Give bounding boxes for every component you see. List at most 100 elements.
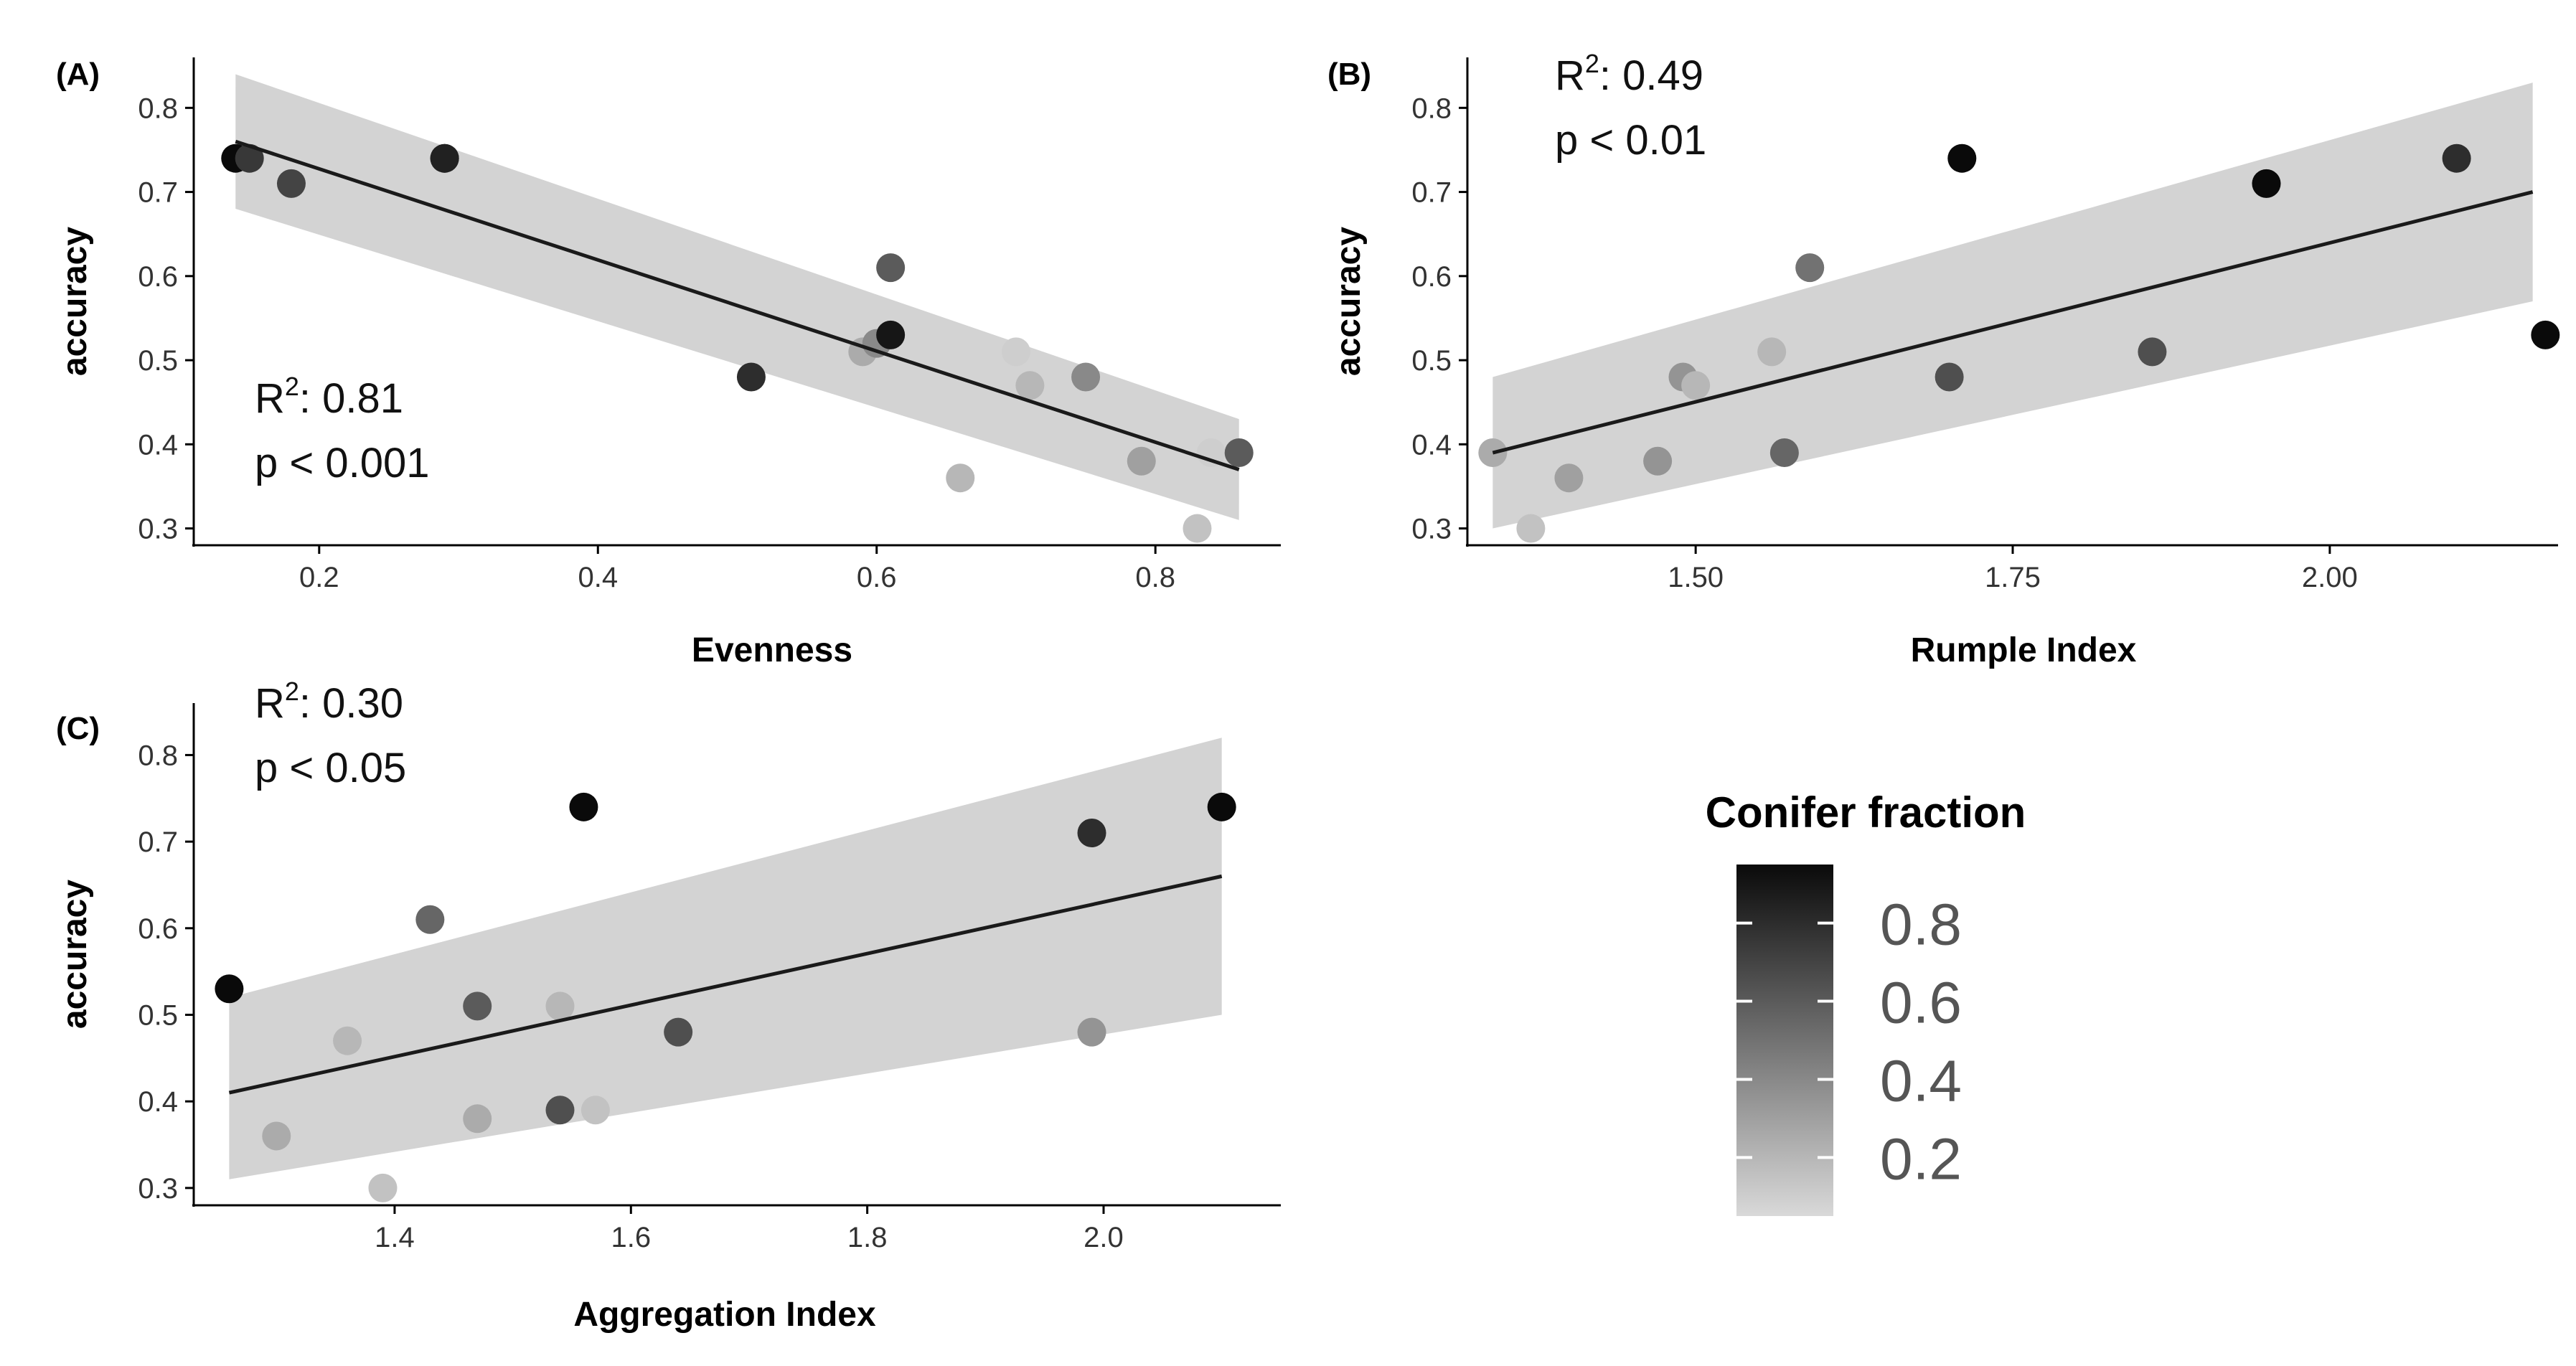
legend-ticks: 0.8 0.6 0.4 0.2 (1736, 892, 1962, 1192)
panel-label: (B) (1327, 57, 1371, 92)
x-tick-label: 0.2 (299, 562, 339, 593)
data-point-a-2 (235, 143, 264, 173)
y-tick-label: 0.3 (1411, 514, 1452, 545)
y-tick-label: 0.8 (1411, 93, 1452, 124)
x-tick-label: 1.4 (375, 1222, 415, 1253)
x-tick-label: 1.75 (1985, 562, 2041, 593)
legend-tick-label: 0.6 (1880, 971, 1962, 1036)
data-point-a-11 (946, 463, 975, 493)
data-point-a-6 (736, 362, 766, 392)
panel-label: (C) (56, 711, 100, 746)
data-point-a-16 (1183, 514, 1212, 543)
data-point-a-15 (1127, 446, 1156, 476)
confidence-band (229, 738, 1222, 1179)
y-tick-label: 0.6 (138, 261, 178, 293)
p-value-label: p < 0.05 (255, 745, 406, 791)
x-tick-label: 0.6 (857, 562, 897, 593)
data-point-a-12 (1001, 337, 1030, 367)
data-point-c-1 (215, 974, 244, 1004)
y-tick-label: 0.4 (138, 429, 178, 461)
panel-b: 0.3 0.4 0.5 0.6 0.7 0.8 1.50 1.75 2.00 Rumple Ind… (1327, 49, 2560, 669)
data-point-a-14 (1071, 362, 1101, 392)
y-tick-label: 0.7 (1411, 177, 1452, 209)
data-point-c-8 (545, 991, 575, 1021)
legend-colorbar (1736, 865, 1833, 1216)
r-squared-label: R2: 0.30 (255, 677, 403, 727)
y-tick-label: 0.3 (138, 514, 178, 545)
x-tick-label: 2.00 (2302, 562, 2358, 593)
data-point-a-13 (1015, 371, 1045, 400)
y-tick-label: 0.5 (138, 345, 178, 377)
data-point-c-13 (1077, 819, 1106, 848)
data-point-c-10 (569, 792, 598, 821)
x-tick-label: 1.50 (1668, 562, 1724, 593)
y-tick-label: 0.8 (138, 93, 178, 124)
legend: Conifer fraction 0.8 0.6 0.4 0.2 (1706, 788, 2026, 1216)
data-point-c-14 (1077, 1017, 1106, 1047)
x-tick-label: 1.6 (611, 1222, 651, 1253)
panel-a: 0.3 0.4 0.5 0.6 0.7 0.8 0.2 0.4 0.6 0.8 Evenness ac… (56, 57, 1281, 669)
y-tick-label: 0.5 (138, 999, 178, 1031)
data-point-a-5 (430, 143, 459, 173)
data-point-c-12 (664, 1017, 693, 1047)
x-axis-title: Rumple Index (1911, 631, 2137, 669)
y-tick-label: 0.7 (138, 826, 178, 858)
y-tick-label: 0.8 (138, 740, 178, 771)
y-axis-title: accuracy (56, 880, 94, 1029)
data-point-b-9 (1795, 253, 1825, 283)
panel-c: 0.3 0.4 0.5 0.6 0.7 0.8 1.4 1.6 1.8 2.0 Aggregatio… (56, 677, 1281, 1334)
data-point-b-7 (1757, 337, 1787, 367)
data-point-a-3 (276, 169, 306, 198)
x-axis-title: Aggregation Index (573, 1296, 876, 1334)
legend-tick-label: 0.4 (1880, 1048, 1962, 1113)
regression-line (235, 139, 1240, 471)
confidence-band (235, 74, 1239, 520)
data-point-b-4 (1643, 446, 1673, 476)
data-point-c-9 (545, 1096, 575, 1125)
data-point-b-14 (2252, 169, 2281, 198)
y-tick-label: 0.4 (1411, 429, 1452, 461)
data-point-b-16 (2531, 320, 2560, 349)
y-axis-title: accuracy (56, 227, 94, 376)
legend-title: Conifer fraction (1706, 788, 2026, 837)
data-point-b-11 (1947, 143, 1977, 173)
y-tick-label: 0.6 (138, 913, 178, 945)
data-point-a-10 (876, 253, 906, 283)
legend-tick-label: 0.2 (1880, 1126, 1962, 1192)
data-point-b-10 (1935, 362, 1964, 392)
data-point-c-15 (1207, 792, 1236, 821)
data-point-b-8 (1769, 438, 1799, 468)
x-axis-title: Evenness (692, 631, 852, 669)
data-point-c-4 (368, 1173, 398, 1202)
x-tick-label: 1.8 (847, 1222, 888, 1253)
data-point-c-7 (463, 1104, 492, 1134)
data-point-c-6 (463, 991, 492, 1021)
data-point-c-5 (415, 905, 445, 934)
legend-tick-label: 0.8 (1880, 892, 1962, 958)
data-point-b-15 (2442, 143, 2471, 173)
data-point-a-18 (1224, 438, 1254, 468)
data-point-b-2 (1516, 514, 1546, 543)
y-axis-title: accuracy (1330, 227, 1368, 376)
p-value-label: p < 0.01 (1555, 117, 1706, 164)
r-squared-label: R2: 0.49 (1555, 49, 1703, 99)
y-tick-label: 0.5 (1411, 345, 1452, 377)
y-tick-label: 0.3 (138, 1173, 178, 1205)
y-tick-label: 0.7 (138, 177, 178, 209)
data-point-b-3 (1554, 463, 1584, 493)
r-squared-label: R2: 0.81 (255, 372, 403, 422)
data-point-c-11 (580, 1096, 610, 1125)
regression-line (1492, 190, 2534, 455)
data-point-b-6 (1681, 371, 1711, 400)
regression-line (228, 874, 1223, 1095)
y-tick-label: 0.4 (138, 1086, 178, 1118)
x-tick-label: 0.4 (578, 562, 618, 593)
x-tick-label: 2.0 (1083, 1222, 1124, 1253)
data-point-c-2 (262, 1121, 291, 1151)
data-point-a-9 (876, 320, 906, 349)
y-tick-label: 0.6 (1411, 261, 1452, 293)
p-value-label: p < 0.001 (255, 440, 430, 486)
data-point-c-3 (333, 1026, 362, 1055)
x-tick-label: 0.8 (1135, 562, 1175, 593)
